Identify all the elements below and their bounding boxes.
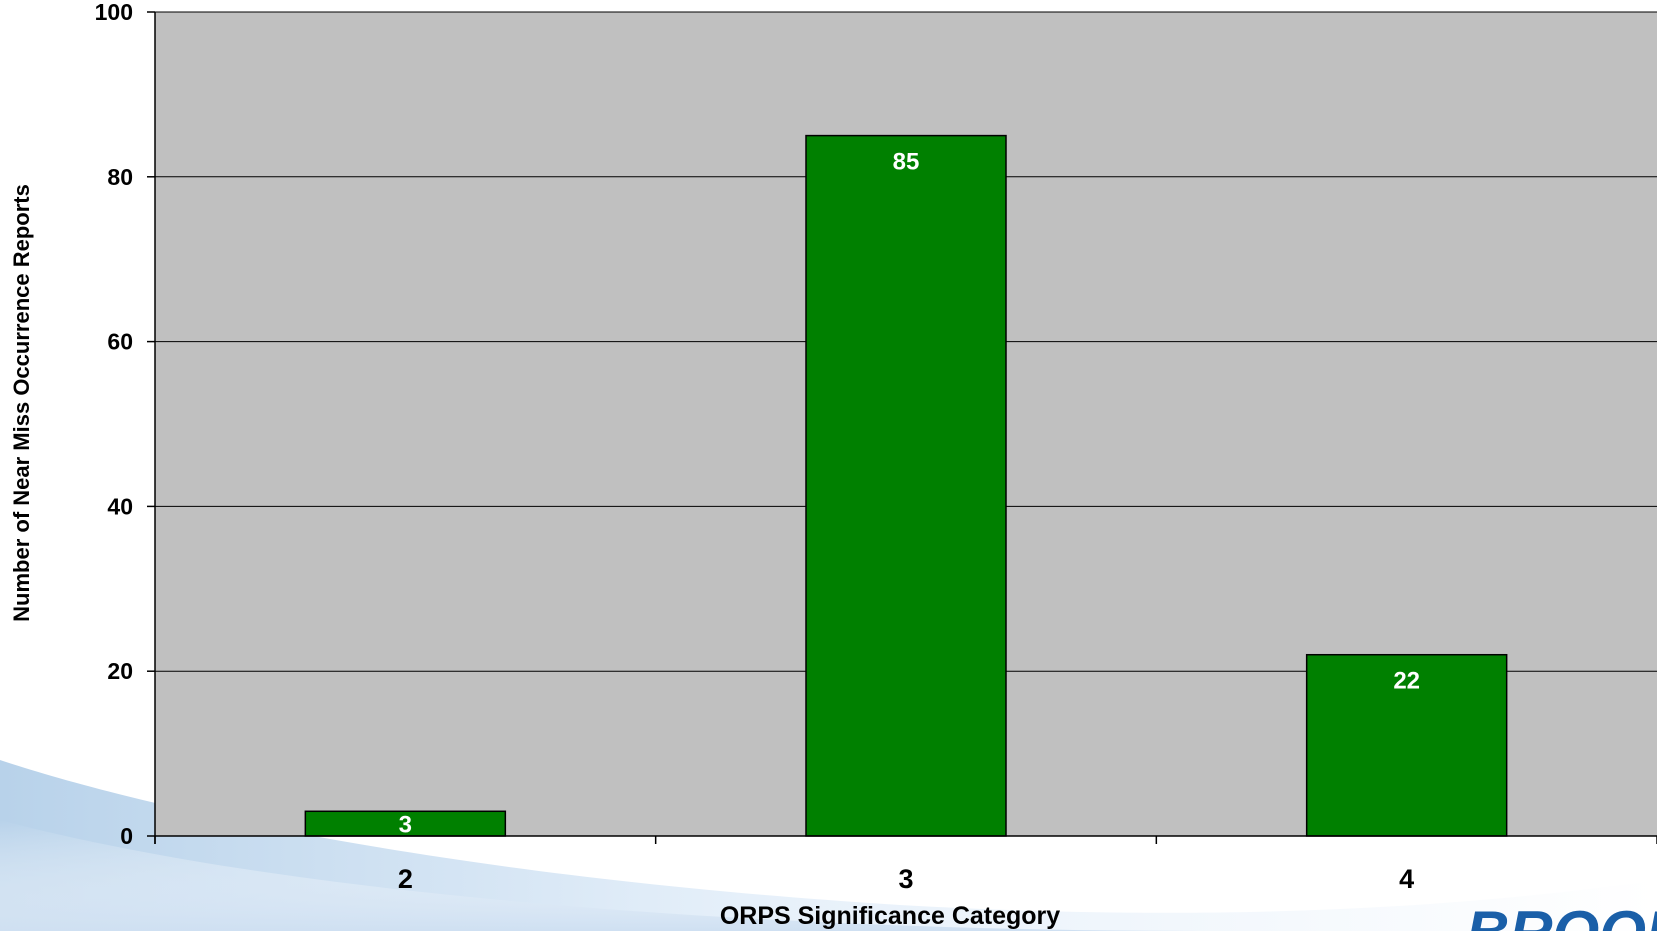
axes [147,11,1657,844]
bar-3 [805,134,1007,837]
corner-logo: BROOKH [1466,899,1657,931]
corner-logo-text: BROOKH [1466,899,1657,931]
y-tick-label: 60 [107,329,133,355]
data-label-2: 3 [399,812,412,839]
x-axis-title: ORPS Significance Category [720,902,1060,930]
x-tick-label: 2 [398,864,413,894]
y-tick-label: 80 [107,164,133,190]
data-label-4: 22 [1393,668,1420,695]
x-tick-label: 3 [898,864,913,894]
swoosh-shape [0,760,1657,931]
bar-4 [1305,653,1508,837]
bars [304,134,1508,837]
y-tick-label: 0 [120,823,133,849]
y-tick-labels: 0 20 40 60 80 100 [95,0,133,849]
data-label-3: 85 [893,149,920,176]
x-tick-label: 4 [1399,864,1414,894]
x-tick-labels: 2 3 4 [398,864,1414,894]
background-decoration [0,760,1657,931]
data-labels: 3 85 22 [399,149,1420,839]
y-tick-label: 20 [107,658,133,684]
y-tick-label: 40 [107,493,133,519]
y-tick-label: 100 [95,0,133,25]
y-axis-title: Number of Near Miss Occurrence Reports [9,184,34,622]
swoosh-shape-lower [0,820,1200,931]
